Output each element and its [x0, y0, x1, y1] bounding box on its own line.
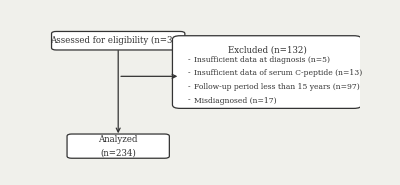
- Text: Follow-up period less than 15 years (n=97): Follow-up period less than 15 years (n=9…: [194, 83, 360, 91]
- Text: Analyzed
(n=234): Analyzed (n=234): [98, 135, 138, 157]
- Text: -: -: [188, 97, 190, 105]
- Text: Misdiagnosed (n=17): Misdiagnosed (n=17): [194, 97, 277, 105]
- Text: Excluded (n=132): Excluded (n=132): [228, 46, 306, 54]
- FancyBboxPatch shape: [67, 134, 169, 158]
- Text: Insufficient data at diagnosis (n=5): Insufficient data at diagnosis (n=5): [194, 56, 330, 64]
- FancyBboxPatch shape: [172, 36, 362, 108]
- FancyBboxPatch shape: [52, 31, 185, 50]
- Text: -: -: [188, 56, 190, 64]
- Text: Insufficient data of serum C-peptide (n=13): Insufficient data of serum C-peptide (n=…: [194, 70, 362, 78]
- Text: Assessed for eligibility (n=366): Assessed for eligibility (n=366): [50, 36, 187, 45]
- Text: -: -: [188, 83, 190, 91]
- Text: -: -: [188, 70, 190, 78]
